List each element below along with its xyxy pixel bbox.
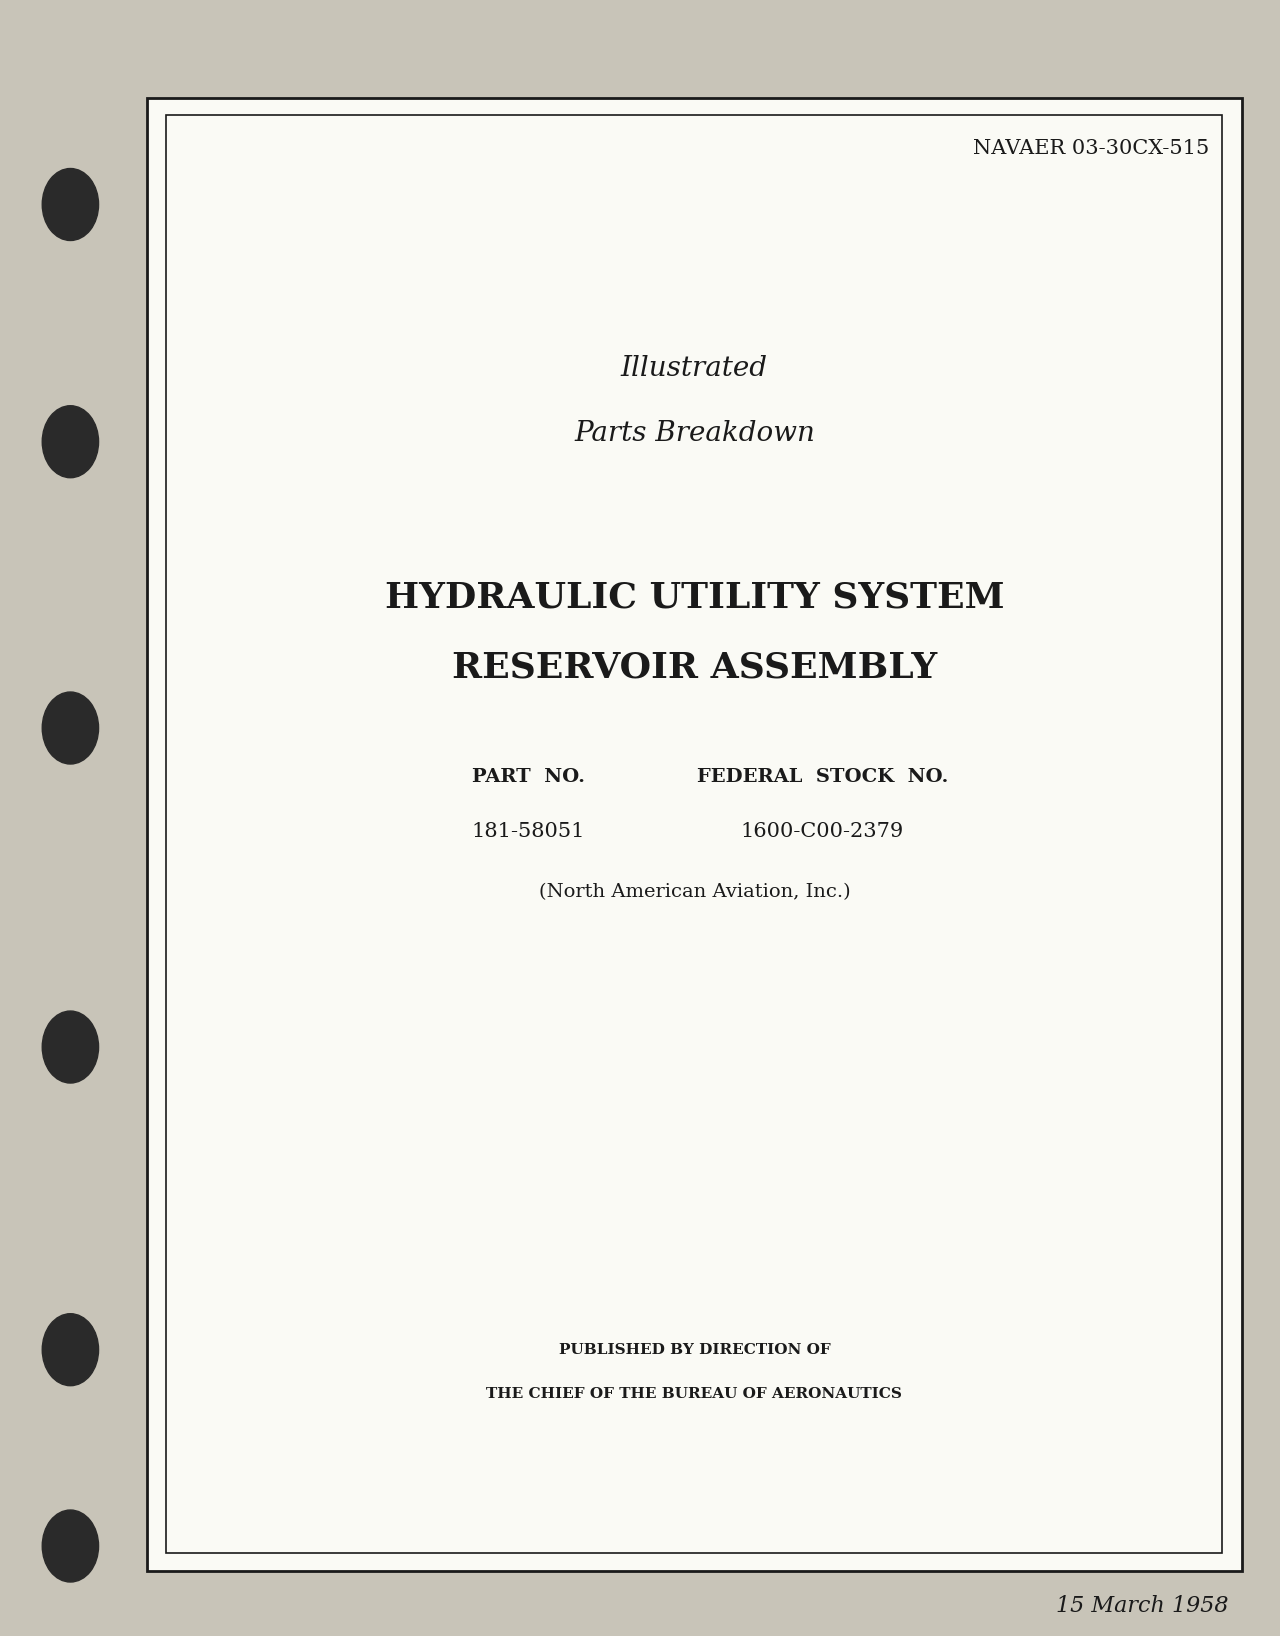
Text: (North American Aviation, Inc.): (North American Aviation, Inc.)	[539, 882, 850, 901]
Circle shape	[42, 692, 99, 764]
Text: 15 March 1958: 15 March 1958	[1056, 1595, 1229, 1616]
Text: RESERVOIR ASSEMBLY: RESERVOIR ASSEMBLY	[452, 651, 937, 684]
Text: 181-58051: 181-58051	[471, 821, 585, 841]
FancyBboxPatch shape	[147, 98, 1242, 1571]
Circle shape	[42, 1314, 99, 1386]
Circle shape	[42, 1510, 99, 1582]
Circle shape	[42, 1011, 99, 1083]
Text: HYDRAULIC UTILITY SYSTEM: HYDRAULIC UTILITY SYSTEM	[384, 581, 1005, 614]
Text: 1600-C00-2379: 1600-C00-2379	[741, 821, 904, 841]
Text: THE CHIEF OF THE BUREAU OF AERONAUTICS: THE CHIEF OF THE BUREAU OF AERONAUTICS	[486, 1387, 902, 1400]
Text: PUBLISHED BY DIRECTION OF: PUBLISHED BY DIRECTION OF	[558, 1343, 831, 1356]
Text: Parts Breakdown: Parts Breakdown	[573, 420, 815, 447]
Circle shape	[42, 169, 99, 240]
Text: NAVAER 03-30CX-515: NAVAER 03-30CX-515	[973, 139, 1210, 159]
Text: FEDERAL  STOCK  NO.: FEDERAL STOCK NO.	[696, 767, 948, 787]
Text: PART  NO.: PART NO.	[471, 767, 585, 787]
Circle shape	[42, 406, 99, 478]
Text: Illustrated: Illustrated	[621, 355, 768, 381]
